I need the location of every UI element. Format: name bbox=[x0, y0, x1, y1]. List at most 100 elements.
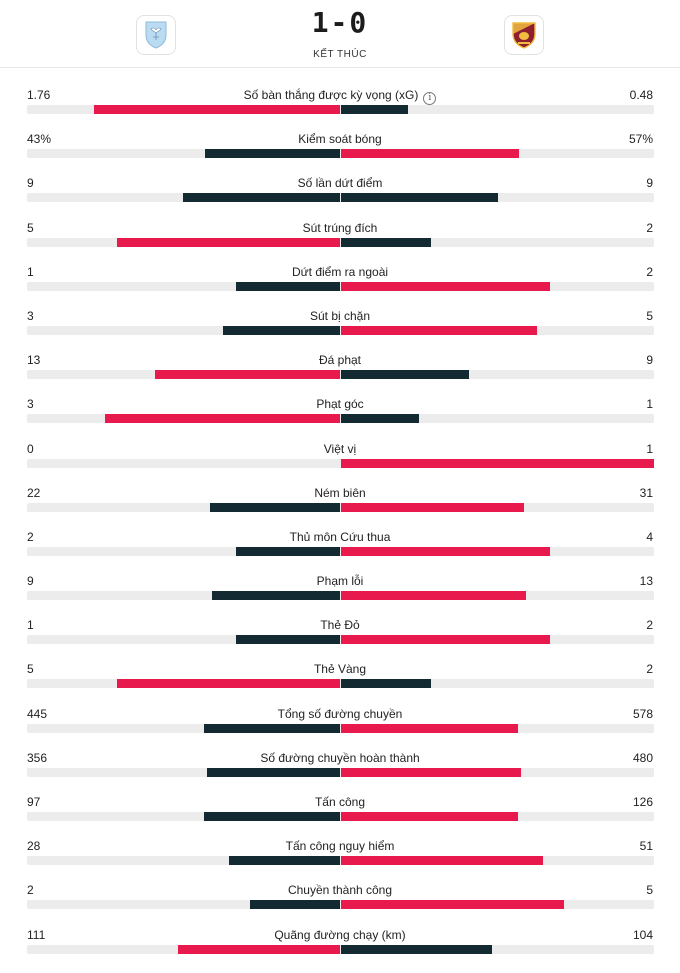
stat-label: Sút trúng đích bbox=[0, 221, 680, 235]
stat-label: Thẻ Vàng bbox=[0, 662, 680, 676]
stat-label-text: Chuyền thành công bbox=[287, 883, 393, 898]
stat-label: Ném biên bbox=[0, 486, 680, 500]
stat-label: Việt vị bbox=[0, 442, 680, 456]
lazio-crest-icon bbox=[145, 21, 167, 49]
stat-row: 9 Số lần dứt điểm 9 bbox=[0, 174, 680, 218]
home-stat-value: 3 bbox=[27, 308, 34, 323]
stat-label: Số đường chuyền hoàn thành bbox=[0, 751, 680, 765]
away-stat-value: 1 bbox=[646, 397, 653, 412]
away-stat-value: 578 bbox=[632, 706, 653, 721]
match-header: 1-0 KẾT THÚC bbox=[0, 0, 680, 68]
stat-row: 97 Tấn công 126 bbox=[0, 793, 680, 837]
away-stat-bar bbox=[341, 635, 550, 645]
stat-bar-track bbox=[27, 767, 654, 777]
stat-bar-track bbox=[27, 502, 654, 512]
stat-row: 2 Chuyền thành công 5 bbox=[0, 881, 680, 925]
home-stat-value: 3 bbox=[27, 397, 34, 412]
stat-row: 356 Số đường chuyền hoàn thành 480 bbox=[0, 749, 680, 793]
away-stat-value: 126 bbox=[632, 795, 653, 809]
away-stat-value: 4 bbox=[646, 529, 653, 544]
stat-bar-track bbox=[27, 900, 654, 910]
away-team-logo[interactable] bbox=[504, 15, 544, 55]
home-stat-value: 0 bbox=[27, 441, 34, 456]
home-stat-value: 445 bbox=[27, 706, 48, 721]
stat-label: Kiểm soát bóng bbox=[0, 132, 680, 146]
stats-list: 1.76 Số bàn thắng được kỳ vọng (xG) i 0.48 4… bbox=[0, 86, 680, 970]
away-stat-value: 9 bbox=[646, 353, 653, 368]
stat-label: Sút bị chặn bbox=[0, 309, 680, 323]
home-stat-value: 22 bbox=[27, 485, 41, 500]
stat-label-text: Thẻ Đỏ bbox=[320, 618, 360, 633]
home-stat-bar bbox=[155, 370, 340, 380]
home-stat-bar bbox=[212, 591, 340, 601]
roma-crest-icon bbox=[512, 22, 536, 49]
home-stat-value: 2 bbox=[27, 883, 34, 898]
home-team-logo[interactable] bbox=[136, 15, 176, 55]
stat-row: 28 Tấn công nguy hiểm 51 bbox=[0, 837, 680, 881]
stat-label: Thủ môn Cứu thua bbox=[0, 530, 680, 544]
stat-bar-track bbox=[27, 149, 654, 159]
stat-row: 43% Kiểm soát bóng 57% bbox=[0, 130, 680, 174]
stat-label-text: Phạt góc bbox=[316, 397, 364, 412]
home-stat-bar bbox=[205, 149, 340, 159]
home-stat-bar bbox=[210, 502, 340, 512]
stat-row: 1 Dứt điểm ra ngoài 2 bbox=[0, 263, 680, 307]
stat-row: 5 Thẻ Vàng 2 bbox=[0, 660, 680, 704]
stat-label: Thẻ Đỏ bbox=[0, 618, 680, 632]
away-stat-value: 13 bbox=[639, 574, 653, 589]
stat-label: Dứt điểm ra ngoài bbox=[0, 265, 680, 279]
home-stat-bar bbox=[229, 856, 340, 866]
stat-label-text: Quãng đường chạy (km) bbox=[274, 927, 406, 942]
stat-row: 22 Ném biên 31 bbox=[0, 484, 680, 528]
home-stat-bar bbox=[117, 679, 340, 689]
stat-bar-track bbox=[27, 812, 654, 821]
stat-label: Chuyền thành công bbox=[0, 883, 680, 897]
stat-label: Phạt góc bbox=[0, 397, 680, 411]
stat-row: 5 Sút trúng đích 2 bbox=[0, 219, 680, 263]
stat-bar-track bbox=[27, 370, 654, 380]
stat-row: 1.76 Số bàn thắng được kỳ vọng (xG) i 0.48 bbox=[0, 86, 680, 130]
away-stat-bar bbox=[341, 149, 519, 159]
stat-label-text: Sút trúng đích bbox=[302, 220, 378, 235]
away-stat-bar bbox=[341, 591, 526, 601]
stat-label-text: Kiểm soát bóng bbox=[298, 132, 382, 147]
home-stat-value: 2 bbox=[27, 529, 34, 544]
away-stat-value: 51 bbox=[639, 839, 653, 854]
stat-label-text: Tổng số đường chuyền bbox=[277, 706, 403, 721]
home-stat-bar bbox=[236, 546, 340, 556]
stat-label-text: Số đường chuyền hoàn thành bbox=[260, 750, 420, 765]
home-stat-value: 356 bbox=[27, 750, 48, 765]
stat-label-text: Việt vị bbox=[323, 441, 357, 456]
match-score: 1-0 bbox=[311, 6, 369, 39]
home-stat-value: 1.76 bbox=[27, 88, 51, 102]
stat-label-text: Đá phạt bbox=[318, 353, 362, 368]
stat-row: 2 Thủ môn Cứu thua 4 bbox=[0, 528, 680, 572]
stat-label: Tấn công nguy hiểm bbox=[0, 839, 680, 853]
away-stat-value: 57% bbox=[628, 132, 653, 147]
home-stat-value: 97 bbox=[27, 795, 41, 809]
info-icon[interactable]: i bbox=[423, 92, 437, 105]
away-stat-value: 2 bbox=[646, 662, 653, 677]
home-stat-bar bbox=[223, 325, 340, 335]
away-stat-bar bbox=[341, 414, 419, 424]
stat-bar-track bbox=[27, 237, 654, 247]
home-stat-value: 5 bbox=[27, 662, 34, 677]
stat-label-text: Số lần dứt điểm bbox=[297, 176, 383, 191]
stat-label-text: Sút bị chặn bbox=[309, 308, 371, 323]
stat-bar-track bbox=[27, 635, 654, 645]
home-stat-bar bbox=[117, 237, 340, 247]
home-stat-value: 9 bbox=[27, 176, 34, 191]
home-stat-value: 9 bbox=[27, 574, 34, 589]
away-stat-bar bbox=[341, 237, 431, 247]
stat-bar-track bbox=[27, 723, 654, 733]
away-stat-bar bbox=[341, 723, 518, 733]
stat-label: Phạm lỗi bbox=[0, 574, 680, 588]
stat-bar-track bbox=[27, 591, 654, 601]
stat-bar-track bbox=[27, 105, 654, 114]
stat-row: 13 Đá phạt 9 bbox=[0, 351, 680, 395]
home-stat-bar bbox=[204, 723, 340, 733]
stat-label-text: Tấn công bbox=[314, 795, 366, 809]
away-stat-value: 1 bbox=[646, 441, 653, 456]
stat-label: Quãng đường chạy (km) bbox=[0, 928, 680, 942]
away-stat-value: 2 bbox=[646, 618, 653, 633]
